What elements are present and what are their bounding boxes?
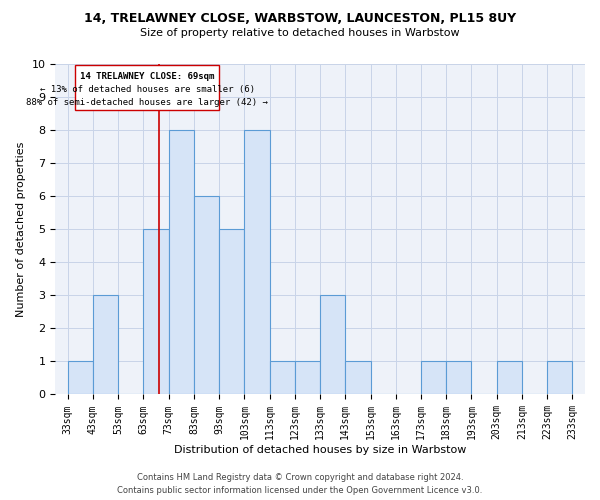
Text: Size of property relative to detached houses in Warbstow: Size of property relative to detached ho… bbox=[140, 28, 460, 38]
Text: ← 13% of detached houses are smaller (6): ← 13% of detached houses are smaller (6) bbox=[40, 85, 255, 94]
Bar bbox=[93, 296, 118, 394]
Bar bbox=[320, 296, 345, 394]
Bar bbox=[143, 229, 169, 394]
Bar bbox=[345, 362, 371, 394]
Y-axis label: Number of detached properties: Number of detached properties bbox=[16, 142, 26, 317]
Bar bbox=[244, 130, 269, 394]
Text: 14 TRELAWNEY CLOSE: 69sqm: 14 TRELAWNEY CLOSE: 69sqm bbox=[80, 72, 214, 81]
Bar bbox=[446, 362, 472, 394]
X-axis label: Distribution of detached houses by size in Warbstow: Distribution of detached houses by size … bbox=[174, 445, 466, 455]
Bar bbox=[169, 130, 194, 394]
Bar bbox=[219, 229, 244, 394]
Bar bbox=[547, 362, 572, 394]
Text: 14, TRELAWNEY CLOSE, WARBSTOW, LAUNCESTON, PL15 8UY: 14, TRELAWNEY CLOSE, WARBSTOW, LAUNCESTO… bbox=[84, 12, 516, 26]
Text: 88% of semi-detached houses are larger (42) →: 88% of semi-detached houses are larger (… bbox=[26, 98, 268, 106]
Bar bbox=[68, 362, 93, 394]
FancyBboxPatch shape bbox=[76, 65, 219, 110]
Bar bbox=[269, 362, 295, 394]
Bar bbox=[497, 362, 522, 394]
Bar bbox=[194, 196, 219, 394]
Text: Contains HM Land Registry data © Crown copyright and database right 2024.
Contai: Contains HM Land Registry data © Crown c… bbox=[118, 474, 482, 495]
Bar bbox=[421, 362, 446, 394]
Bar bbox=[295, 362, 320, 394]
